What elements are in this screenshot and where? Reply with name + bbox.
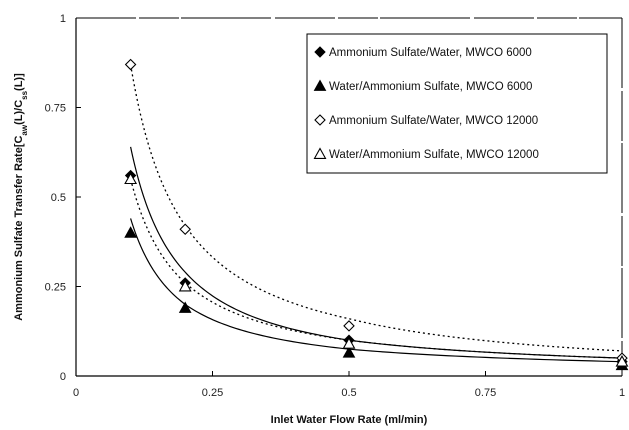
y-label-sub2: ss — [20, 90, 29, 99]
y-tick-label: 0 — [60, 371, 66, 383]
legend-label-series-1: Ammonium Sulfate/Water, MWCO 6000 — [329, 47, 532, 59]
y-tick-label: 1 — [60, 13, 66, 25]
data-point-series-2 — [342, 346, 356, 358]
legend-box — [306, 33, 608, 174]
data-point-series-3 — [343, 320, 355, 332]
legend-label-series-3: Ammonium Sulfate/Water, MWCO 12000 — [329, 115, 538, 127]
legend-marker-series-3 — [314, 114, 326, 126]
x-tick-label: 0.75 — [475, 387, 496, 399]
fit-line-series-1 — [130, 146, 623, 359]
fit-line-series-4 — [129, 178, 623, 359]
data-point-series-4 — [178, 279, 192, 292]
data-point-series-2 — [124, 226, 137, 238]
y-tick-label: 0.5 — [51, 192, 66, 204]
x-tick-label: 0.25 — [202, 387, 223, 399]
legend-marker-series-1 — [314, 46, 326, 58]
data-point-series-4 — [615, 355, 629, 367]
data-point-series-4 — [342, 337, 356, 349]
legend-marker-series-2 — [313, 79, 327, 91]
legend-marker-series-4 — [313, 147, 327, 159]
y-label-sub1: aw — [20, 124, 29, 135]
fit-line-series-3 — [129, 64, 623, 352]
data-point-series-3 — [179, 223, 191, 235]
y-label-suffix: (L)] — [13, 73, 25, 91]
ticks: 0 0.25 0.5 0.75 1 0 0.25 0.5 0.75 1 — [45, 13, 625, 399]
legend-label-series-4: Water/Ammonium Sulfate, MWCO 12000 — [329, 149, 539, 161]
fit-lines — [129, 64, 623, 363]
y-label-prefix: Ammonium Sulfate Transfer Rate[C — [13, 136, 25, 321]
data-point-series-2 — [178, 301, 192, 313]
x-tick-label: 0 — [73, 387, 79, 399]
x-tick-label: 1 — [619, 387, 625, 399]
legend: Ammonium Sulfate/Water, MWCO 6000 Water/A… — [306, 33, 608, 174]
y-tick-label: 0.25 — [45, 282, 66, 294]
y-label-mid: (L)/C — [13, 100, 25, 125]
markers — [124, 58, 629, 371]
legend-label-series-2: Water/Ammonium Sulfate, MWCO 6000 — [329, 81, 532, 93]
data-point-series-3 — [124, 58, 137, 71]
fit-line-series-2 — [130, 218, 623, 363]
x-axis-label: Inlet Water Flow Rate (ml/min) — [271, 414, 428, 426]
y-axis-label: Ammonium Sulfate Transfer Rate[Caw(L)/Cs… — [13, 73, 29, 321]
x-tick-label: 0.5 — [341, 387, 356, 399]
data-point-series-4 — [124, 172, 138, 185]
y-tick-label: 0.75 — [45, 103, 66, 115]
